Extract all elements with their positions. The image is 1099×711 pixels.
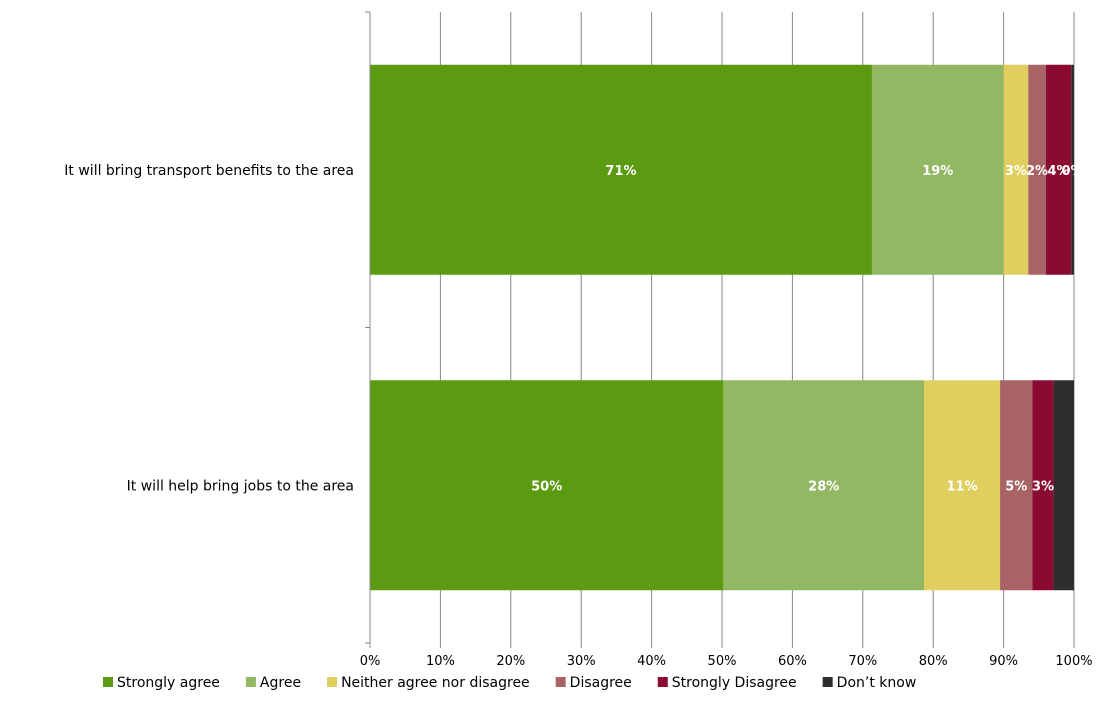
legend-label: Don’t know: [837, 675, 917, 691]
bar-segment: [370, 380, 724, 591]
bar-segment: [1071, 64, 1074, 275]
x-tick-label: 0%: [360, 654, 381, 669]
legend-swatch: [822, 677, 833, 687]
legend: Strongly agree Agree Neither agree nor dis…: [103, 675, 916, 691]
data-labels: 71% 19% 3% 2% 4%0%50% 28% 11% 5% 3%: [531, 164, 1083, 495]
x-tick-label: 40%: [637, 654, 666, 669]
data-label: 3%: [1005, 164, 1027, 179]
legend-swatch: [103, 677, 113, 687]
data-label: 3%: [1032, 479, 1054, 494]
data-label: 5%: [1005, 479, 1027, 494]
category-label: It will help bring jobs to the area: [127, 478, 354, 494]
x-tick-label: 10%: [426, 654, 455, 669]
bar-segment: [1032, 380, 1054, 591]
bar-segment: [1045, 64, 1072, 275]
data-label: 11%: [947, 479, 978, 494]
x-tick-label: 50%: [708, 654, 737, 669]
bar-segment: [871, 64, 1004, 275]
legend-swatch: [327, 677, 338, 687]
legend-label: Strongly Disagree: [672, 675, 797, 691]
data-label: 28%: [808, 479, 839, 494]
bars: [370, 64, 1074, 591]
category-label: It will bring transport benefits to the …: [64, 163, 354, 179]
x-tick-label: 60%: [778, 654, 807, 669]
data-label: 0%: [1062, 164, 1084, 179]
x-tick-label: 100%: [1055, 654, 1092, 669]
axes: 0% 10% 20% 30% 40% 50% 60% 70% 80% 90% 100% It will…: [64, 11, 1093, 669]
legend-swatch: [245, 677, 256, 687]
x-tick-label: 20%: [496, 654, 525, 669]
data-label: 50%: [531, 479, 562, 494]
legend-swatch: [555, 677, 566, 687]
x-tick-label: 80%: [919, 654, 948, 669]
bar-segment: [723, 380, 925, 591]
x-tick-label: 30%: [567, 654, 596, 669]
data-label: 4%: [1047, 164, 1069, 179]
legend-swatch: [657, 677, 668, 687]
data-label: 19%: [922, 164, 953, 179]
data-label: 71%: [605, 164, 636, 179]
x-tick-label: 90%: [989, 654, 1018, 669]
bar-segment: [1053, 380, 1074, 591]
data-label: 2%: [1026, 164, 1048, 179]
bar-segment: [924, 380, 1001, 591]
bar-segment: [1003, 64, 1029, 275]
bar-segment: [1028, 64, 1046, 275]
bar-segment: [1000, 380, 1033, 591]
legend-label: Neither agree nor disagree: [341, 675, 530, 691]
bar-segment: [370, 64, 872, 275]
legend-label: Agree: [260, 675, 301, 691]
legend-label: Disagree: [570, 675, 632, 691]
x-tick-label: 70%: [848, 654, 877, 669]
legend-label: Strongly agree: [117, 675, 220, 691]
